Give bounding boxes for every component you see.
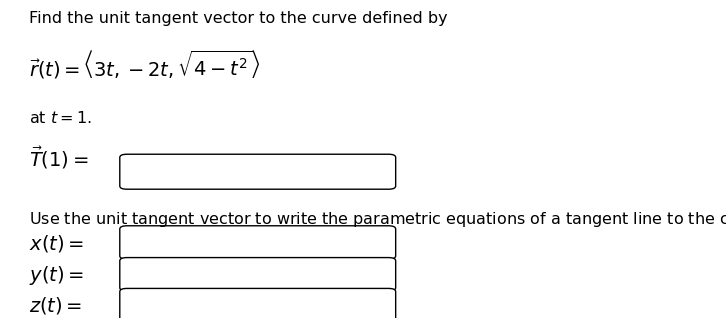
- Text: $y(t) = $: $y(t) = $: [29, 264, 84, 287]
- Text: $\vec{r}(t) = \left\langle 3t, -2t, \sqrt{4 - t^2}\right\rangle$: $\vec{r}(t) = \left\langle 3t, -2t, \sqr…: [29, 49, 261, 81]
- Text: $x(t) = $: $x(t) = $: [29, 233, 84, 254]
- Text: Find the unit tangent vector to the curve defined by: Find the unit tangent vector to the curv…: [29, 11, 448, 26]
- FancyBboxPatch shape: [120, 226, 396, 259]
- FancyBboxPatch shape: [120, 258, 396, 291]
- Text: $\vec{T}(1) = $: $\vec{T}(1) = $: [29, 145, 89, 171]
- Text: at $t = 1$.: at $t = 1$.: [29, 110, 91, 126]
- FancyBboxPatch shape: [120, 154, 396, 189]
- Text: Use the unit tangent vector to write the parametric equations of a tangent line : Use the unit tangent vector to write the…: [29, 210, 726, 229]
- Text: $z(t) = $: $z(t) = $: [29, 295, 82, 316]
- FancyBboxPatch shape: [120, 288, 396, 318]
